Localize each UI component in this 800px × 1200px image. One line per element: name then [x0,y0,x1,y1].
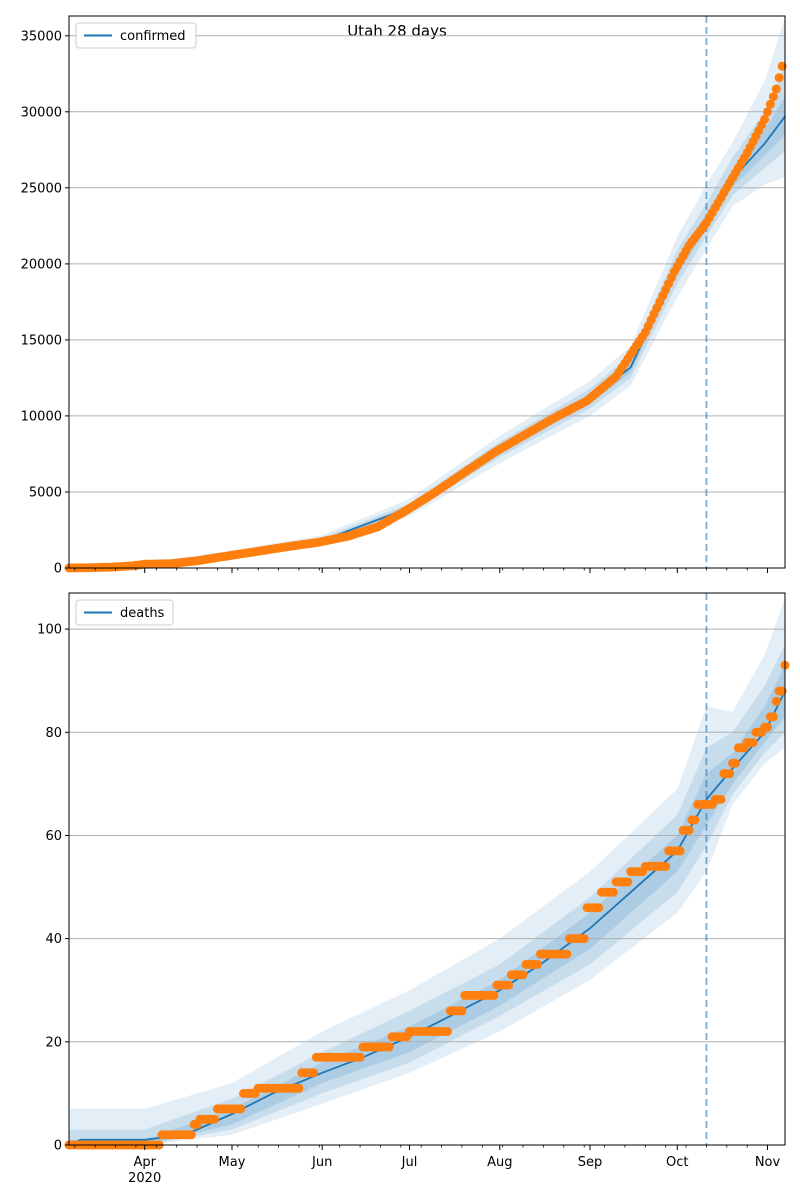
data-point [675,846,685,856]
legend: confirmed [75,22,197,49]
confidence-band [69,17,785,568]
x-tick-label: Sep [578,1155,603,1170]
data-point [236,1104,246,1114]
x-tick-sublabel: 2020 [128,1171,161,1186]
x-tick-label: Aug [487,1155,512,1170]
data-point [765,99,775,109]
data-point [457,1006,467,1016]
data-point [210,1114,219,1124]
data-point [186,1130,196,1140]
data-point [489,990,499,1000]
data-point [562,949,572,959]
data-point [294,1083,304,1093]
x-tick-label: Jun [311,1155,332,1170]
data-point [594,903,604,913]
y-tick-label: 35000 [21,29,62,44]
y-tick-label: 40 [45,932,62,947]
data-point [771,696,781,706]
legend-label: deaths [120,606,165,621]
y-tick-label: 5000 [29,486,62,501]
data-point [690,815,700,825]
y-tick-label: 60 [45,829,62,844]
plot-frame [68,15,786,569]
data-point [763,722,772,732]
data-point [725,769,735,779]
y-tick-label: 25000 [21,181,62,196]
data-point [763,107,772,117]
plot-frame [68,592,786,1146]
y-tick-label: 20000 [21,257,62,272]
data-point [771,84,781,94]
y-tick-label: 15000 [21,333,62,348]
data-point [518,970,528,980]
legend-label: confirmed [120,29,186,44]
data-point [731,758,740,768]
x-tick-label: Nov [755,1155,781,1170]
data-point [504,980,513,990]
y-tick-label: 30000 [21,105,62,120]
y-tick-label: 20 [45,1035,62,1050]
data-point [716,794,726,804]
y-tick-label: 100 [37,623,62,638]
x-tick-label: May [219,1155,246,1170]
data-point [768,712,778,722]
y-tick-label: 0 [54,562,62,577]
x-tick-label: Oct [666,1155,688,1170]
model-line [68,690,786,1146]
confidence-band [69,644,785,1145]
legend-box [75,22,197,49]
data-point [442,1027,452,1036]
chart-title: Utah 28 days [347,22,447,40]
legend-box [75,599,174,626]
data-point [777,686,787,696]
y-tick-label: 0 [54,1139,62,1154]
data-point [309,1068,318,1078]
x-tick-label: Jul [401,1155,418,1170]
data-point [777,61,787,71]
data-point [533,959,543,969]
data-point [748,738,758,748]
data-point [623,877,633,887]
y-tick-label: 10000 [21,409,62,424]
data-point [579,934,589,944]
data-point [355,1052,365,1062]
data-point [661,861,671,871]
data-point [684,825,694,835]
data-point [760,114,770,124]
data-point [384,1042,394,1052]
legend: deaths [75,599,174,626]
confirmed-panel: 0 5000 10000 15000 20000 25000 30000 35000 conf… [21,15,787,577]
y-tick-label: 80 [45,726,62,741]
x-tick-label: Apr [133,1155,156,1170]
data-point [768,92,778,102]
data-point [608,887,618,897]
data-point [774,73,784,83]
